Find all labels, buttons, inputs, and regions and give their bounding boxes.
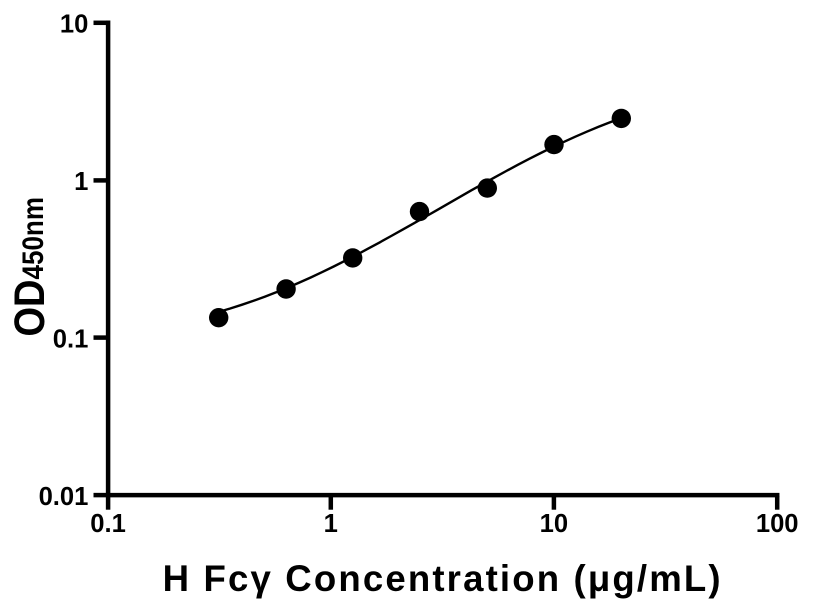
svg-text:0.1: 0.1 [53,325,89,353]
svg-text:100: 100 [756,510,799,538]
svg-text:OD450nm: OD450nm [7,197,54,337]
svg-text:10: 10 [60,11,88,39]
svg-text:10: 10 [540,510,568,538]
svg-text:1: 1 [324,510,338,538]
svg-text:0.01: 0.01 [39,483,89,511]
svg-text:0.1: 0.1 [90,510,126,538]
svg-text:1: 1 [74,168,88,196]
svg-text:H Fcγ Concentration (μg/mL): H Fcγ Concentration (μg/mL) [163,558,721,599]
